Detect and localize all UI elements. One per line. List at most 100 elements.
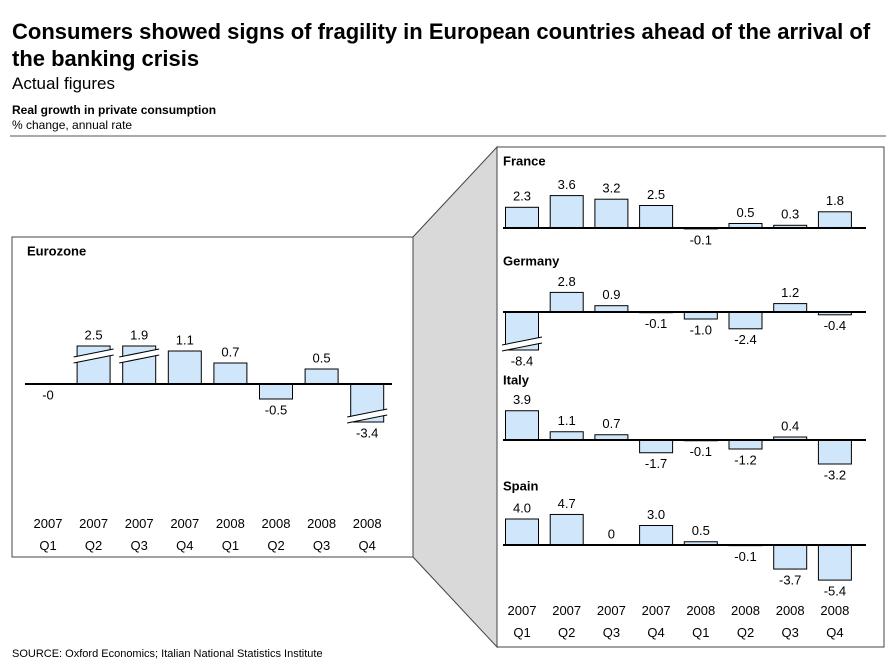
title: Consumers showed signs of fragility in E… [12,19,871,71]
bar [639,525,674,546]
value-label: 1.1 [558,413,576,428]
value-label: -5.4 [824,584,846,599]
x-tick-label: 2007 Q3 [596,603,626,640]
bar [817,439,852,465]
bar [773,544,808,570]
x-tick-label: 2008 Q1 [215,516,245,553]
bar [728,311,763,330]
chart-title: Real growth in private consumption [12,103,217,117]
zoom-connector [412,145,498,649]
value-label: -0.5 [265,402,287,417]
value-label: 1.2 [781,285,799,300]
value-label: 1.1 [176,332,194,347]
x-tick-label: 2008 Q3 [775,603,805,640]
x-tick-label: 2007 Q4 [641,603,671,640]
bar [639,205,674,229]
value-label: -1.7 [645,456,667,471]
value-label: -8.4 [511,353,533,368]
value-label: -0.1 [690,444,712,459]
value-label: -0.1 [734,549,756,564]
value-label: -3.7 [779,572,801,587]
value-label: -0.4 [824,318,846,333]
value-label: -0 [42,387,54,402]
axis-break [73,354,114,364]
bar [505,518,539,546]
axis-break [501,336,543,346]
axis-break [73,348,114,358]
value-label: 0.3 [781,207,799,222]
value-label: 3.9 [513,392,531,407]
bar [549,513,584,546]
x-tick-label: 2007 Q4 [170,516,200,553]
axis-break [347,414,388,424]
subtitle: Actual figures [12,74,115,93]
bar [773,303,808,313]
value-label: 2.5 [647,187,665,202]
value-label: 2.5 [85,327,103,342]
panel-title: Spain [503,478,538,493]
x-tick-label: 2007 Q3 [124,516,154,553]
axis-break [347,408,388,418]
x-tick-label: 2007 Q1 [507,603,537,640]
bar [304,368,339,385]
x-tick-label: 2008 Q4 [820,603,850,640]
bar [683,311,718,320]
value-label: -3.4 [356,425,378,440]
x-tick-label: 2007 Q2 [79,516,109,553]
bar [505,410,539,441]
x-tick-label: 2008 Q4 [352,516,382,553]
value-label: 4.7 [558,496,576,511]
bar [505,206,539,229]
bar [167,350,202,385]
value-label: 3.6 [558,177,576,192]
value-label: 1.9 [130,327,148,342]
chart-subtitle: % change, annual rate [12,118,133,132]
x-tick-label: 2008 Q2 [261,516,291,553]
bar [213,362,248,385]
value-label: -1.2 [734,452,756,467]
axis-break [119,354,160,364]
x-tick-label: 2008 Q2 [731,603,760,640]
x-tick-label: 2007 Q2 [552,603,582,640]
value-label: 2.8 [558,274,576,289]
value-label: -2.4 [734,332,756,347]
panel-title: France [503,153,546,168]
value-label: 0.5 [692,523,710,538]
bar [549,195,584,229]
axis-break [119,348,160,358]
eurozone-panel [11,236,414,558]
bar [594,198,629,229]
value-label: 0.7 [221,344,239,359]
bar [728,439,763,450]
bar [259,383,293,400]
x-tick-label: 2008 Q3 [307,516,337,553]
value-label: 3.2 [602,181,620,196]
value-label: -0.1 [690,232,712,247]
bar [817,211,852,229]
value-label: 0.7 [602,416,620,431]
x-tick-label: 2007 Q1 [33,516,63,553]
value-label: 1.8 [826,193,844,208]
axis-break [346,409,388,423]
value-label: 0.5 [313,350,331,365]
source: SOURCE: Oxford Economics; Italian Nation… [12,648,323,660]
value-label: 4.0 [513,500,531,515]
panel-title: Germany [503,253,560,268]
panel-title: Italy [503,372,530,387]
value-label: 2.3 [513,189,531,204]
bar [549,431,584,441]
x-tick-label: 2008 Q1 [686,603,716,640]
bar [549,291,584,313]
value-label: 0.4 [781,418,799,433]
axis-break [73,349,115,363]
value-label: 0.9 [602,287,620,302]
value-label: 3.0 [647,507,665,522]
axis-break [501,342,543,352]
value-label: 0 [608,526,615,541]
value-label: -3.2 [824,467,846,482]
bar [639,439,674,454]
axis-break [501,337,543,351]
panel-title: Eurozone [27,243,86,258]
